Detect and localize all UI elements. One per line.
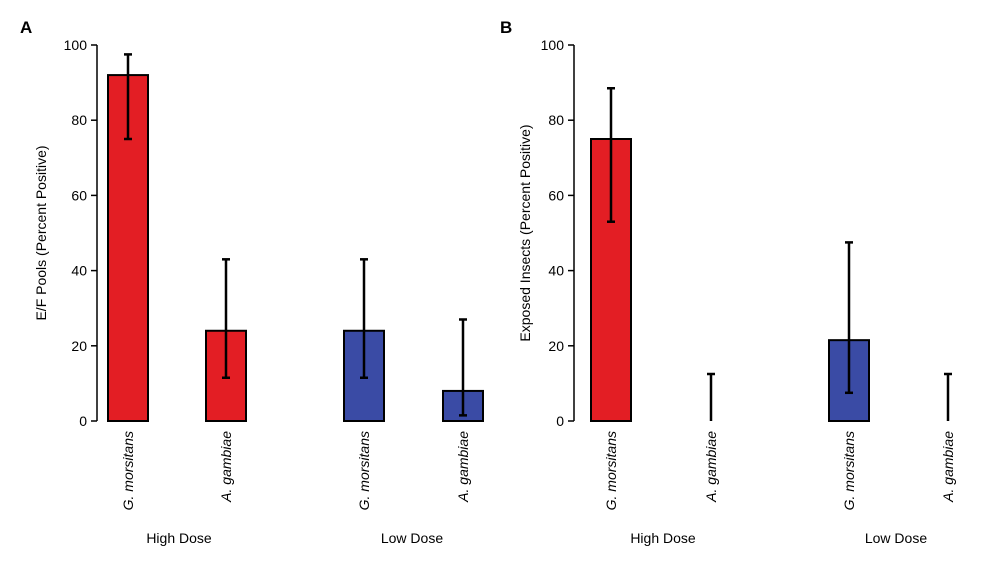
group-label: High Dose [146, 530, 212, 546]
x-tick-label: G. morsitans [120, 431, 136, 510]
group-label: Low Dose [865, 530, 927, 546]
y-axis-title: Exposed Insects (Percent Positive) [517, 124, 533, 341]
y-tick-label: 20 [548, 338, 564, 354]
group-label: High Dose [630, 530, 696, 546]
x-tick-label: G. morsitans [356, 431, 372, 510]
y-tick-label: 80 [71, 112, 87, 128]
y-tick-label: 60 [71, 187, 87, 203]
x-tick-label: A. gambiae [218, 431, 234, 503]
x-tick-label: G. morsitans [841, 431, 857, 510]
x-tick-label: A. gambiae [455, 431, 471, 503]
x-tick-label: G. morsitans [603, 431, 619, 510]
y-tick-label: 100 [64, 37, 88, 53]
y-tick-label: 40 [71, 263, 87, 279]
panel-letter: B [500, 18, 512, 37]
y-tick-label: 40 [548, 263, 564, 279]
y-tick-label: 80 [548, 112, 564, 128]
y-tick-label: 60 [548, 187, 564, 203]
panel-b: B 0 20 40 60 80 100 Exposed Insects (Percent Po… [500, 18, 956, 546]
group-label: Low Dose [381, 530, 443, 546]
y-axis-title: E/F Pools (Percent Positive) [33, 145, 49, 320]
y-tick-label: 0 [79, 413, 87, 429]
y-tick-label: 0 [556, 413, 564, 429]
y-tick-label: 100 [541, 37, 565, 53]
y-tick-label: 20 [71, 338, 87, 354]
x-tick-label: A. gambiae [703, 431, 719, 503]
panel-letter: A [20, 18, 32, 37]
x-tick-label: A. gambiae [940, 431, 956, 503]
panel-a: A 0 20 40 60 80 100 E/F Pools (Percent Positive… [20, 18, 484, 546]
